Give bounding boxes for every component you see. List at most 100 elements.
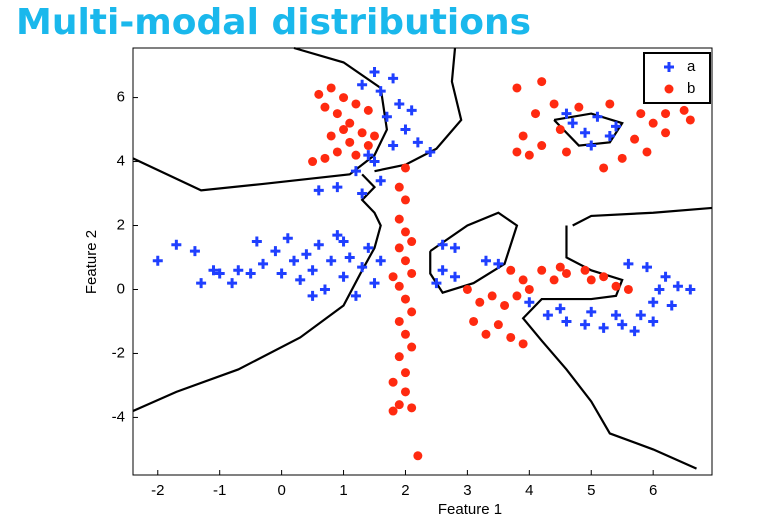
point (326, 255, 337, 266)
point (214, 268, 225, 279)
point (407, 403, 417, 413)
point (394, 214, 404, 224)
x-tick-label: 3 (463, 482, 471, 499)
point (524, 150, 534, 160)
point (537, 265, 547, 275)
point (604, 130, 615, 141)
point (308, 157, 318, 167)
point (407, 307, 417, 317)
point (394, 400, 404, 410)
point (431, 278, 442, 289)
point (375, 175, 386, 186)
point (245, 268, 256, 279)
point (388, 73, 399, 84)
x-tick-label: 6 (649, 482, 657, 499)
point (326, 83, 336, 93)
point (586, 140, 597, 151)
point (357, 79, 368, 90)
point (394, 182, 404, 192)
point (605, 99, 615, 109)
point (345, 118, 355, 128)
point (561, 147, 571, 157)
point (469, 316, 479, 326)
point (654, 284, 665, 295)
point (276, 268, 287, 279)
point (518, 131, 528, 141)
point (357, 188, 368, 199)
point (493, 320, 503, 330)
point (319, 284, 330, 295)
point (351, 150, 361, 160)
point (407, 342, 417, 352)
point (295, 274, 306, 285)
decision-boundary (374, 47, 463, 173)
point (561, 316, 572, 327)
point (270, 246, 281, 257)
point (574, 102, 584, 112)
point (518, 339, 528, 349)
point (363, 150, 374, 161)
point (635, 310, 646, 321)
point (357, 128, 367, 138)
point (394, 98, 405, 109)
point (400, 368, 410, 378)
point (406, 105, 417, 116)
y-tick-label: 0 (117, 280, 125, 297)
point (462, 284, 472, 294)
point (189, 246, 200, 257)
point (171, 239, 182, 250)
decision-boundary (429, 211, 519, 294)
y-tick-label: 6 (117, 89, 125, 106)
point (549, 275, 559, 285)
point (524, 284, 534, 294)
point (512, 291, 522, 301)
point (599, 163, 609, 173)
point (450, 242, 461, 253)
x-axis-label: Feature 1 (438, 501, 502, 518)
point (369, 66, 380, 77)
point (500, 300, 510, 310)
point (388, 406, 398, 416)
point (555, 303, 566, 314)
point (258, 258, 269, 269)
point (363, 242, 374, 253)
legend-label: b (687, 80, 695, 97)
point (350, 290, 361, 301)
x-tick-label: 2 (401, 482, 409, 499)
point (233, 265, 244, 276)
point (617, 319, 628, 330)
point (363, 105, 373, 115)
point (251, 236, 262, 247)
legend-box (643, 52, 711, 104)
point (642, 147, 652, 157)
point (567, 118, 578, 129)
point (480, 255, 491, 266)
x-tick-label: 5 (587, 482, 595, 499)
point (661, 128, 671, 138)
point (493, 258, 504, 269)
point (425, 146, 436, 157)
y-tick-label: 2 (117, 216, 125, 233)
point (666, 300, 677, 311)
point (537, 141, 547, 151)
point (400, 227, 410, 237)
point (660, 271, 671, 282)
point (518, 275, 528, 285)
point (580, 127, 591, 138)
point (487, 291, 497, 301)
point (313, 185, 324, 196)
point (506, 332, 516, 342)
point (369, 278, 380, 289)
point (648, 118, 658, 128)
point (598, 322, 609, 333)
point (388, 377, 398, 387)
x-tick-label: -2 (151, 482, 164, 499)
point (437, 265, 448, 276)
point (332, 109, 342, 119)
point (394, 281, 404, 291)
point (506, 265, 516, 275)
point (580, 319, 591, 330)
point (412, 137, 423, 148)
